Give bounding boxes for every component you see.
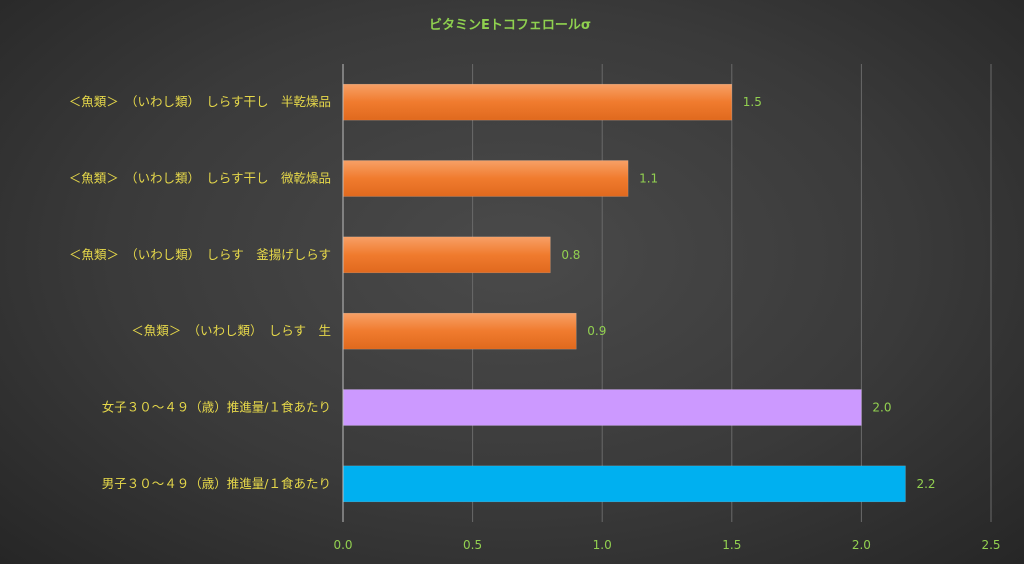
bar xyxy=(342,83,733,121)
x-tick-label: 1.0 xyxy=(593,538,612,552)
x-tick-labels: 0.0 0.5 1.0 1.5 2.0 2.5 xyxy=(333,538,1000,552)
category-label: 男子３０～４９（歳）推進量/１食あたり xyxy=(102,476,331,491)
category-label: ＜魚類＞ （いわし類） しらす 釜揚げしらす xyxy=(69,247,331,262)
x-tick-label: 2.5 xyxy=(981,538,1000,552)
category-label: ＜魚類＞ （いわし類） しらす干し 半乾燥品 xyxy=(69,94,331,109)
gridlines xyxy=(472,64,992,522)
bar xyxy=(342,465,906,503)
bars: 1.5 1.1 0.8 0.9 2.0 2.2 xyxy=(342,83,936,503)
bar xyxy=(342,160,629,197)
data-label: 1.1 xyxy=(639,172,658,186)
bar xyxy=(342,389,862,426)
category-label: 女子３０～４９（歳）推進量/１食あたり xyxy=(102,400,331,415)
chart-title: ビタミンEトコフェロールσ xyxy=(429,17,591,33)
x-tick-label: 1.5 xyxy=(722,538,741,552)
category-label: ＜魚類＞ （いわし類） しらす 生 xyxy=(131,323,331,338)
x-tick-label: 0.5 xyxy=(463,538,482,552)
data-label: 0.9 xyxy=(587,324,606,338)
category-labels: ＜魚類＞ （いわし類） しらす干し 半乾燥品 ＜魚類＞ （いわし類） しらす干し … xyxy=(69,94,331,491)
bar xyxy=(342,236,551,274)
data-label: 2.2 xyxy=(916,477,935,491)
x-tick-label: 2.0 xyxy=(852,538,871,552)
data-label: 0.8 xyxy=(561,248,580,262)
data-label: 2.0 xyxy=(872,401,891,415)
data-label: 1.5 xyxy=(743,95,762,109)
bar xyxy=(342,312,577,350)
category-label: ＜魚類＞ （いわし類） しらす干し 微乾燥品 xyxy=(69,171,331,186)
x-tick-label: 0.0 xyxy=(333,538,352,552)
